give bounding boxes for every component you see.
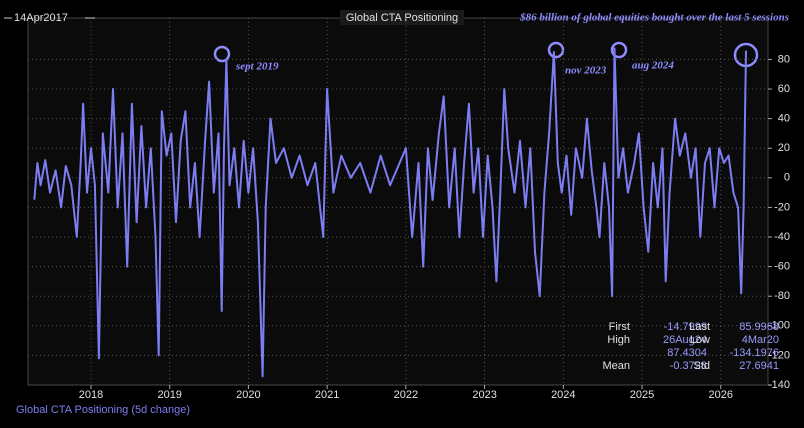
stat-label: High <box>607 334 630 346</box>
y-tick-label: -120 <box>768 349 790 361</box>
chart-title: Global CTA Positioning <box>346 12 458 24</box>
y-tick-label: 60 <box>778 83 790 95</box>
stat-label: Low <box>690 334 710 346</box>
stat-label: First <box>609 321 630 333</box>
highlight-circle <box>610 41 628 59</box>
y-tick-label: -100 <box>768 320 790 332</box>
x-tick-label: 2018 <box>79 389 103 401</box>
stat-label: Last <box>689 321 710 333</box>
x-tick-label: 2019 <box>157 389 181 401</box>
stat-label: Mean <box>602 360 630 372</box>
stat-value: -14.7999 <box>664 321 707 333</box>
highlight-circle <box>213 45 231 63</box>
stat-value: 85.9968 <box>739 321 779 333</box>
headline: $86 billion of global equities bought ov… <box>519 12 789 24</box>
y-tick-label: -60 <box>774 261 790 273</box>
x-tick-label: 2025 <box>630 389 654 401</box>
stat-value: 4Mar20 <box>742 334 779 346</box>
annotation: sept 2019 <box>235 61 279 73</box>
x-tick-label: 2023 <box>472 389 496 401</box>
annotation: aug 2024 <box>632 60 674 72</box>
y-tick-label: 20 <box>778 142 790 154</box>
y-tick-label: 0 <box>784 172 790 184</box>
plot-area <box>27 17 769 386</box>
x-tick-label: 2022 <box>394 389 418 401</box>
y-tick-label: -80 <box>774 290 790 302</box>
data-line <box>33 47 747 378</box>
stat-value: 27.6941 <box>739 360 779 372</box>
x-tick-label: 2020 <box>236 389 260 401</box>
y-tick-label: 40 <box>778 113 790 125</box>
x-tick-label: 2024 <box>551 389 575 401</box>
y-tick-label: -140 <box>768 379 790 391</box>
start-label: 14Apr2017 <box>14 12 68 24</box>
stat-value: 87.4304 <box>667 347 707 359</box>
annotation: nov 2023 <box>565 65 607 77</box>
x-tick-label: 2021 <box>315 389 339 401</box>
stat-value: 26Aug24 <box>663 334 707 346</box>
title-box <box>340 10 464 25</box>
stat-label: Std <box>693 360 710 372</box>
stat-value: -134.1976 <box>729 347 779 359</box>
y-tick-label: 80 <box>778 53 790 65</box>
stat-value: -0.3728 <box>670 360 707 372</box>
y-tick-label: -40 <box>774 231 790 243</box>
x-tick-label: 2026 <box>709 389 733 401</box>
legend-label: Global CTA Positioning (5d change) <box>16 404 190 416</box>
y-tick-label: -20 <box>774 201 790 213</box>
